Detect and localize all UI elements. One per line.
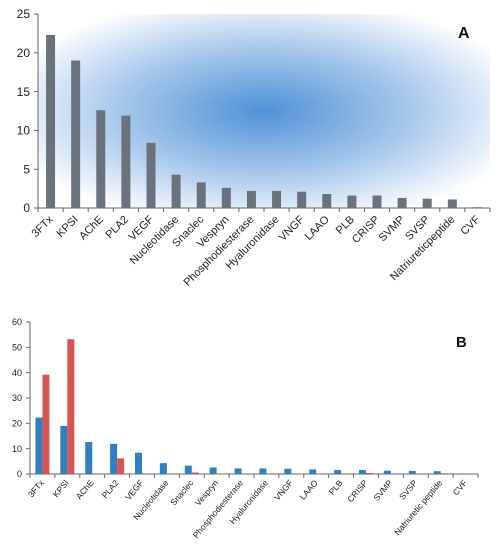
bar-crisp-s1 bbox=[359, 469, 366, 474]
bar-svmp-s1 bbox=[383, 470, 391, 474]
bar-snaclec-s2 bbox=[191, 472, 199, 474]
bar-snaclec bbox=[196, 182, 206, 208]
bar-svsp-s1 bbox=[408, 470, 416, 474]
bar-vegf-s1 bbox=[135, 452, 142, 474]
y-tick-label: 60 bbox=[12, 317, 22, 327]
bar-3ftx-s2 bbox=[42, 374, 50, 474]
bar-phosphodiesterase-s1 bbox=[234, 468, 242, 474]
bar-laao bbox=[322, 194, 332, 208]
x-tick-label: CRISP bbox=[350, 214, 382, 246]
bar-crisp bbox=[372, 195, 382, 208]
bar-kpsi-s1 bbox=[60, 425, 68, 474]
y-tick-label: 20 bbox=[12, 418, 22, 428]
bar-hyaluronidase bbox=[272, 190, 282, 208]
y-tick-label: 40 bbox=[12, 368, 22, 378]
bar-snaclec-s1 bbox=[184, 465, 192, 474]
bar-nucleotidase bbox=[171, 174, 181, 208]
x-tick-label: SVMP bbox=[371, 478, 394, 503]
bar-pla2-s2 bbox=[117, 458, 125, 474]
bar-vegf bbox=[146, 142, 156, 208]
bar-vngf-s1 bbox=[284, 468, 292, 474]
bar-pla2 bbox=[121, 115, 131, 208]
bar-ache bbox=[96, 110, 106, 208]
bar-vespryn bbox=[221, 187, 231, 208]
x-tick-label: PLB bbox=[327, 478, 345, 497]
x-tick-label: PLA2 bbox=[103, 214, 131, 242]
x-tick-label: AChE bbox=[77, 214, 106, 243]
bar-plb bbox=[347, 195, 357, 208]
bar-cvf bbox=[472, 207, 482, 208]
x-tick-label: VNGF bbox=[272, 478, 295, 503]
y-tick-label: 0 bbox=[17, 469, 22, 479]
x-tick-label: Snaclec bbox=[168, 477, 196, 507]
bar-natriuretic-peptide-s1 bbox=[433, 471, 441, 474]
y-tick-label: 10 bbox=[12, 444, 22, 454]
x-tick-label: AChE bbox=[74, 478, 96, 502]
y-tick-label: 20 bbox=[17, 46, 31, 60]
y-tick-label: 15 bbox=[17, 85, 31, 99]
chart-a: 05101520253FTxKPSIAChEPLA2VEGFNucleotida… bbox=[17, 7, 491, 289]
y-tick-label: 10 bbox=[17, 124, 31, 138]
x-tick-label: PLA2 bbox=[100, 478, 121, 501]
panel-label: A bbox=[458, 25, 470, 42]
bar-3ftx-s1 bbox=[35, 417, 43, 474]
bar-vespryn-s1 bbox=[209, 467, 217, 474]
y-tick-label: 50 bbox=[12, 342, 22, 352]
bar-natriureticpeptide bbox=[447, 199, 457, 208]
y-tick-label: 30 bbox=[12, 393, 22, 403]
bar-nucleotidase-s1 bbox=[159, 463, 167, 474]
bar-pla2-s1 bbox=[110, 443, 118, 474]
y-tick-label: 25 bbox=[17, 7, 31, 21]
x-tick-label: LAAO bbox=[303, 213, 333, 243]
x-tick-label: 3FTx bbox=[29, 213, 56, 240]
bar-natriuretic-peptide-s2 bbox=[440, 473, 448, 474]
bar-svmp bbox=[397, 197, 407, 208]
bar-crisp-s2 bbox=[366, 472, 373, 474]
bar-laao-s1 bbox=[309, 469, 317, 474]
bar-svsp bbox=[422, 198, 432, 208]
x-tick-label: VEGF bbox=[123, 478, 146, 502]
x-tick-label: KPSI bbox=[55, 214, 81, 240]
plot-background bbox=[38, 14, 490, 208]
x-tick-label: KPSI bbox=[51, 478, 71, 499]
x-tick-label: CVF bbox=[459, 213, 483, 237]
x-tick-label: 3FTx bbox=[26, 477, 47, 499]
bar-hyaluronidase-s1 bbox=[259, 468, 267, 474]
bar-3ftx bbox=[46, 34, 56, 209]
y-tick-label: 0 bbox=[23, 201, 30, 215]
y-tick-label: 5 bbox=[23, 162, 30, 176]
bar-plb-s1 bbox=[334, 469, 342, 474]
x-tick-label: SVSP bbox=[397, 478, 419, 502]
x-tick-label: Natriuretic peptide bbox=[392, 478, 444, 537]
x-tick-label: SVMP bbox=[377, 214, 408, 245]
x-tick-label: CRISP bbox=[345, 478, 370, 505]
bar-ache-s1 bbox=[85, 442, 93, 474]
bar-phosphodiesterase bbox=[246, 190, 256, 208]
bar-kpsi bbox=[71, 60, 81, 209]
panel-label: B bbox=[456, 334, 467, 351]
x-tick-label: CVF bbox=[450, 478, 469, 497]
bar-kpsi-s2 bbox=[67, 339, 75, 474]
x-tick-label: VNGF bbox=[277, 213, 307, 243]
bar-vngf bbox=[297, 191, 307, 208]
x-tick-label: LAAO bbox=[298, 478, 320, 502]
